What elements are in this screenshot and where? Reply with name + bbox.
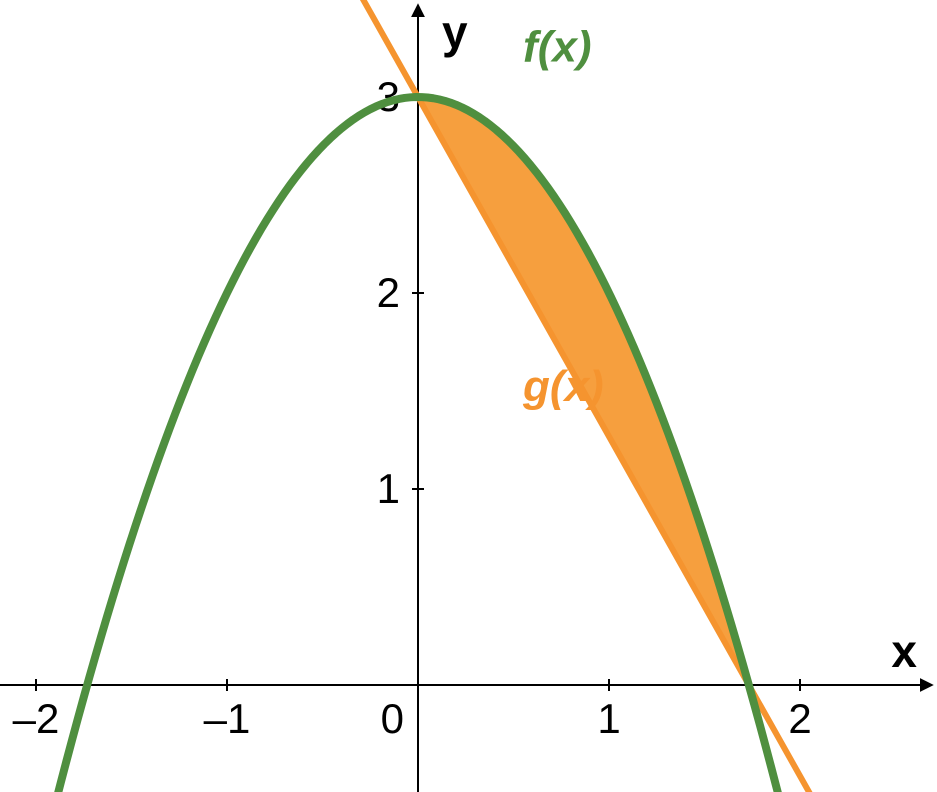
y-axis-label: y (442, 6, 468, 58)
x-tick-label: 2 (788, 695, 811, 742)
chart-container: –2–1012123xyf(x)g(x) (0, 0, 937, 792)
x-tick-label: –1 (204, 695, 251, 742)
f-curve (0, 97, 886, 792)
x-tick-label: 0 (381, 695, 404, 742)
g-label: g(x) (522, 362, 604, 411)
f-label: f(x) (523, 23, 591, 72)
x-tick-label: –2 (13, 695, 60, 742)
y-tick-label: 1 (377, 465, 400, 512)
y-tick-label: 2 (377, 269, 400, 316)
x-axis-label: x (891, 625, 917, 677)
x-tick-label: 1 (597, 695, 620, 742)
